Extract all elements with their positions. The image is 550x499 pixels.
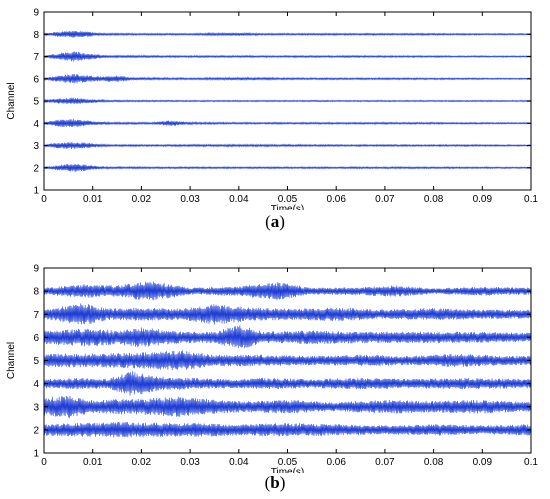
- y-tick-label: 2: [33, 425, 39, 436]
- chart-a-plot: 0 0.01 0.02 0.03 0.04 0.05 0.06 0.07 0.08 0.09 0.1…: [6, 8, 538, 211]
- y-tick-label: 2: [33, 163, 39, 174]
- x-tick-label: 0.09: [473, 457, 493, 468]
- y-tick-label: 9: [33, 264, 39, 275]
- y-tick-label: 5: [33, 97, 39, 108]
- signal-trace-channel-3: [43, 142, 532, 150]
- x-tick-label: 0.06: [326, 457, 346, 468]
- y-tick-label: 9: [33, 8, 39, 19]
- signal-trace-channel-6: [43, 325, 532, 349]
- x-tick-label: 0.09: [473, 194, 493, 205]
- y-tick-label: 6: [33, 74, 39, 85]
- signal-trace-channel-4: [43, 371, 532, 396]
- y-tick-label: 1: [33, 186, 39, 197]
- x-tick-label: 0.04: [229, 194, 249, 205]
- signal-trace-channel-8: [43, 31, 532, 38]
- chart-panel-a: 0 0.01 0.02 0.03 0.04 0.05 0.06 0.07 0.08 0.09 0.1…: [0, 0, 550, 238]
- caption-a-label: a: [270, 212, 280, 231]
- signal-trace-channel-5: [43, 97, 532, 104]
- caption-a: (a): [265, 212, 285, 231]
- y-tick-label: 4: [33, 379, 39, 390]
- signal-trace-channel-5: [43, 350, 532, 371]
- y-axis-title: Channel: [6, 82, 17, 119]
- signal-trace-channel-2: [43, 164, 532, 172]
- y-tick-label: 5: [33, 356, 39, 367]
- x-tick-label: 0: [41, 194, 47, 205]
- y-tick-label: 3: [33, 402, 39, 413]
- x-tick-label: 0.05: [278, 457, 298, 468]
- x-axis-title: Time(s): [271, 467, 305, 473]
- signal-trace-channel-2: [43, 422, 532, 438]
- x-tick-label: 0.04: [229, 457, 249, 468]
- x-tick-label: 0.07: [375, 457, 395, 468]
- x-tick-label: 0.07: [375, 194, 395, 205]
- signal-trace-channel-3: [43, 395, 532, 419]
- x-tick-label: 0.05: [278, 194, 298, 205]
- chart-panel-b: 0 0.01 0.02 0.03 0.04 0.05 0.06 0.07 0.08 0.09 0.1…: [0, 255, 550, 499]
- signal-trace-channel-8: [43, 281, 532, 301]
- y-tick-label: 6: [33, 333, 39, 344]
- x-tick-label: 0.02: [132, 194, 152, 205]
- x-tick-label: 0.03: [180, 457, 200, 468]
- y-axis-title: Channel: [6, 342, 17, 379]
- y-tick-label: 1: [33, 449, 39, 460]
- caption-b-label: b: [270, 473, 280, 492]
- y-tick-label: 7: [33, 310, 39, 321]
- x-tick-label: 0.01: [83, 457, 103, 468]
- chart-b-plot: 0 0.01 0.02 0.03 0.04 0.05 0.06 0.07 0.08 0.09 0.1…: [6, 264, 538, 474]
- signal-trace-channel-4: [43, 118, 532, 127]
- x-tick-label: 0.06: [326, 194, 346, 205]
- y-tick-label: 3: [33, 141, 39, 152]
- y-tick-label: 8: [33, 30, 39, 41]
- x-tick-label: 0.03: [180, 194, 200, 205]
- y-tick-label: 4: [33, 119, 39, 130]
- x-tick-label: 0: [41, 457, 47, 468]
- x-axis-title: Time(s): [271, 204, 305, 210]
- x-tick-label: 0.02: [132, 457, 152, 468]
- caption-b: (b): [264, 473, 286, 492]
- y-tick-label: 7: [33, 52, 39, 63]
- signal-trace-channel-6: [43, 74, 532, 84]
- x-tick-label: 0.08: [424, 194, 444, 205]
- signal-trace-channel-7: [43, 303, 532, 325]
- x-tick-label: 0.01: [83, 194, 103, 205]
- x-tick-label: 0.1: [524, 194, 538, 205]
- x-tick-label: 0.1: [524, 457, 538, 468]
- y-tick-label: 8: [33, 287, 39, 298]
- x-tick-label: 0.08: [424, 457, 444, 468]
- signal-trace-channel-7: [43, 51, 532, 62]
